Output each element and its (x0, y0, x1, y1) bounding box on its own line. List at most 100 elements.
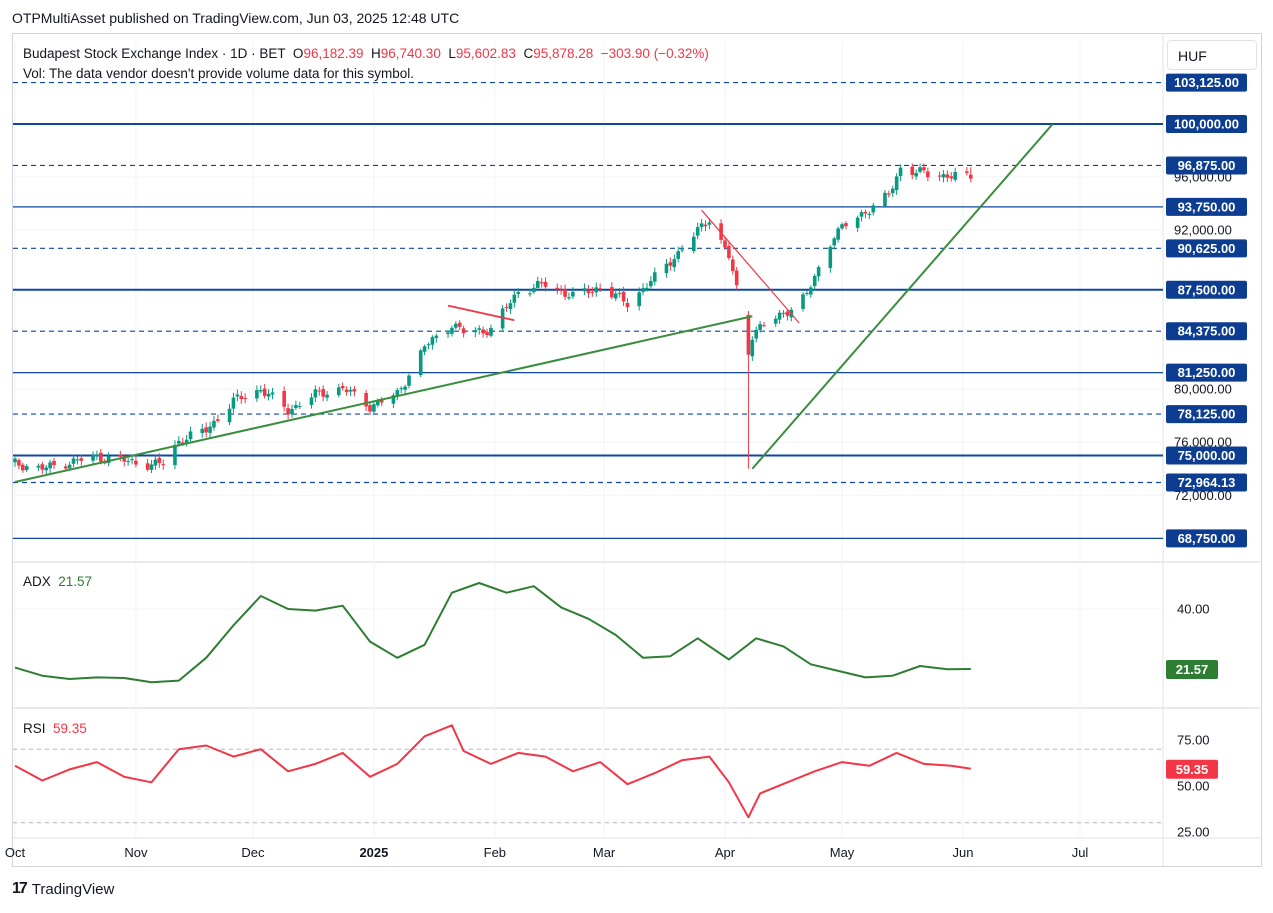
y-tick-label: 92,000.00 (1174, 223, 1232, 238)
candle-body (528, 293, 532, 295)
candle-body (67, 464, 72, 469)
price-level-badge (1166, 322, 1247, 341)
candle-body (809, 287, 813, 295)
candle-body (867, 213, 872, 215)
candle-body (145, 463, 150, 470)
x-tick-label: Mar (593, 845, 616, 860)
price-level-badge (1166, 446, 1247, 465)
price-level-badge (1166, 363, 1247, 382)
candle-body (71, 458, 76, 464)
candle-body (106, 456, 111, 464)
candle-body (941, 174, 946, 178)
candle-body (235, 394, 240, 397)
candle-body (582, 288, 587, 292)
candle-body (399, 388, 404, 390)
candle-body (773, 318, 778, 324)
candle-body (734, 270, 739, 286)
grid (13, 33, 1262, 866)
candle-body (446, 332, 450, 335)
candle-body (473, 330, 478, 333)
candle-body (403, 386, 407, 390)
candle-body (894, 176, 899, 191)
candle-body (532, 287, 536, 293)
candle-body (890, 188, 895, 194)
candle-body (680, 249, 684, 251)
candle-body (391, 395, 396, 404)
candle-body (130, 459, 134, 461)
adx-value-badge-label: 21.57 (1176, 662, 1209, 677)
y-tick-label: 80,000.00 (1174, 382, 1232, 397)
adx-line (14, 582, 971, 684)
candle-body (914, 172, 918, 177)
rsi-y-tick-label: 25.00 (1177, 825, 1210, 840)
candle-body (317, 390, 322, 392)
price-pane-bg (13, 42, 1163, 562)
descending-resistance-line (447, 304, 515, 322)
candle-body (887, 193, 891, 195)
symbol-title: Budapest Stock Exchange Index · 1D · BET (23, 46, 286, 61)
candle-body (243, 398, 247, 400)
candle-body (883, 192, 887, 207)
candle-body (344, 389, 349, 393)
candle-body (754, 329, 759, 339)
candle-body (212, 420, 216, 428)
descending-resistance-line (701, 209, 800, 324)
candle-body (422, 346, 427, 352)
currency-selector[interactable]: HUF (1167, 40, 1257, 70)
candle-body (625, 302, 630, 308)
price-level-badge (1166, 473, 1247, 492)
candle-body (727, 246, 731, 258)
candle-body (691, 236, 696, 252)
low-value: 95,602.83 (455, 46, 516, 61)
adx-label: ADX (23, 574, 51, 589)
candle-body (563, 289, 567, 297)
open-label: O (292, 46, 304, 61)
candle-body (36, 465, 41, 468)
candle-body (188, 431, 193, 440)
candle-body (309, 397, 314, 405)
price-level-label: 81,250.00 (1178, 365, 1236, 380)
candle-body (672, 259, 677, 268)
x-tick-label: 2025 (359, 845, 388, 860)
candle-body (426, 344, 431, 346)
price-level-label: 100,000.00 (1174, 117, 1239, 132)
candle-body (610, 287, 614, 298)
candle-body (898, 167, 903, 177)
rsi-value-badge-label: 59.35 (1176, 762, 1209, 777)
price-level-badge (1166, 239, 1247, 258)
candle-body (555, 287, 560, 290)
candle-body (645, 287, 649, 290)
y-tick-label: 72,000.00 (1174, 488, 1232, 503)
price-level-label: 103,125.00 (1174, 75, 1239, 90)
candle-body (457, 322, 462, 327)
candle-body (746, 314, 751, 355)
candle-body (777, 312, 782, 320)
candle-body (504, 306, 509, 308)
candle-body (613, 293, 618, 299)
candle-body (590, 291, 595, 293)
x-tick-label: Apr (715, 845, 736, 860)
candle-body (516, 291, 521, 294)
price-level-badge (1166, 405, 1247, 424)
price-level-label: 90,625.00 (1178, 241, 1236, 256)
candle-body (910, 166, 915, 175)
ohlc-row: Budapest Stock Exchange Index · 1D · BET… (23, 44, 709, 64)
candle-body (559, 289, 563, 291)
candle-body (297, 406, 302, 408)
candle-body (812, 275, 817, 287)
candle-body (454, 323, 458, 328)
candle-body (840, 224, 844, 229)
candle-body (481, 329, 485, 334)
tradingview-logo[interactable]: 17 TradingView (12, 880, 114, 898)
candle-body (598, 288, 602, 290)
candle-body (17, 460, 21, 466)
price-legend: Budapest Stock Exchange Index · 1D · BET… (23, 44, 709, 84)
candle-body (731, 259, 735, 272)
candle-body (567, 297, 571, 299)
publisher-line: OTPMultiAsset published on TradingView.c… (12, 10, 460, 26)
candle-body (44, 467, 49, 471)
x-tick-label: Nov (124, 845, 148, 860)
candle-body (21, 464, 25, 471)
candle-body (535, 281, 540, 288)
